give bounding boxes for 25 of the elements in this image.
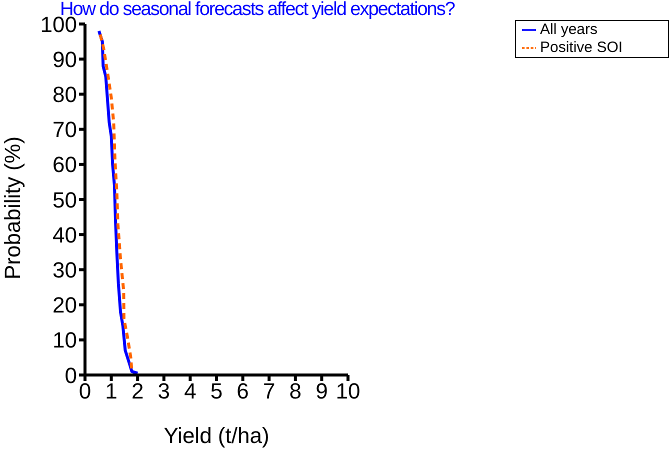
- legend-label: All years: [540, 21, 598, 38]
- line-series: [97, 30, 140, 375]
- x-tick-label: 5: [210, 378, 223, 404]
- y-tick-label: 50: [52, 187, 77, 212]
- legend-label: Positive SOI: [540, 39, 623, 56]
- x-axis-title: Yield (t/ha): [164, 423, 270, 448]
- x-tick-label: 6: [236, 378, 249, 404]
- x-tick-label: 1: [105, 378, 118, 404]
- y-tick-label: 60: [52, 152, 77, 178]
- y-tick-label: 0: [64, 362, 77, 388]
- x-tick-label: 9: [316, 378, 328, 404]
- y-tick-label: 70: [52, 117, 77, 142]
- x-tick-label: 2: [131, 378, 144, 404]
- y-tick-label: 90: [52, 46, 77, 72]
- y-tick-label: 20: [52, 292, 77, 318]
- y-tick-label: 10: [52, 328, 77, 353]
- x-tick-label: 7: [262, 378, 276, 404]
- y-tick-label: 80: [52, 82, 77, 108]
- x-tick-label: 10: [336, 378, 360, 404]
- x-tick-label: 3: [158, 378, 170, 404]
- y-axis-title: Probability (%): [0, 136, 25, 280]
- y-tick-label: 30: [52, 258, 77, 283]
- y-tick-label: 40: [52, 222, 77, 248]
- x-tick-label: 4: [184, 378, 196, 404]
- x-tick-label: 8: [289, 378, 302, 404]
